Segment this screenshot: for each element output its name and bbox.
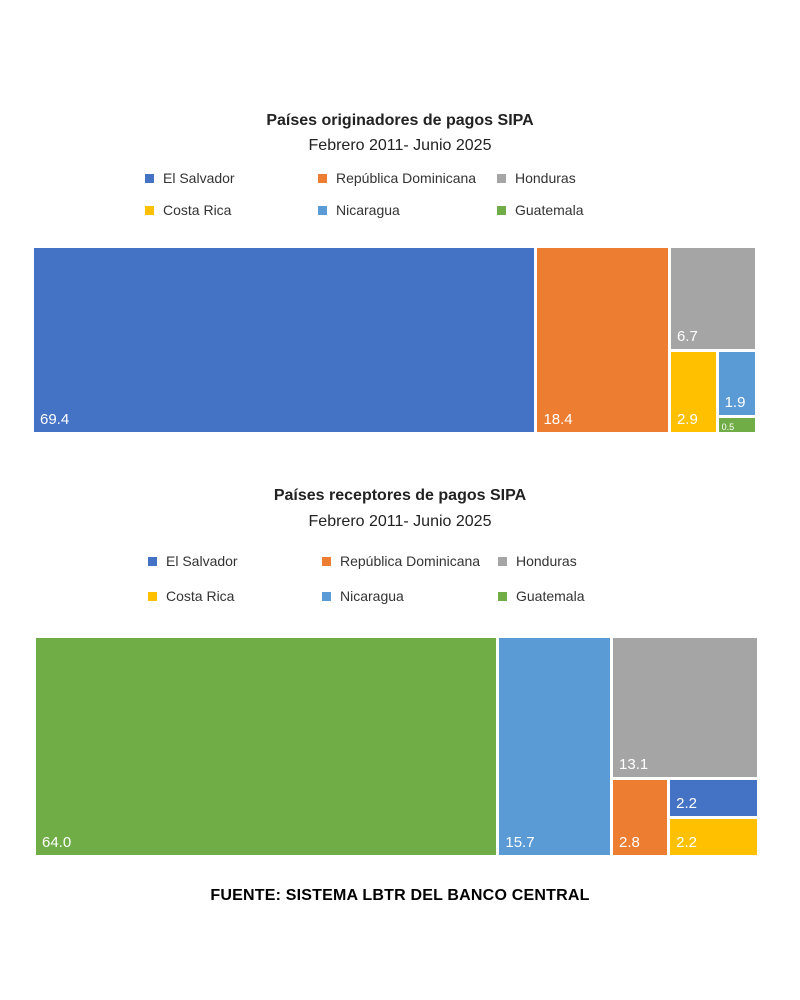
legend-swatch [322,556,331,566]
legend-label: Guatemala [515,202,584,218]
legend-label: República Dominicana [336,170,477,186]
data-label: 2.2 [676,833,698,851]
treemap-tile-nicaragua: 15.7 [499,638,611,855]
legend-label: Costa Rica [163,202,232,218]
legend-item-el-salvador: El Salvador [145,170,235,186]
legend-item-guatemala: Guatemala [497,202,583,218]
chart-subtitle: Febrero 2011- Junio 2025 [308,513,492,530]
chart-originadores: Países originadores de pagos SIPA Febrer… [0,100,800,445]
legend-swatch [322,591,331,601]
treemap-tile-guatemala: 0.5 [718,417,755,432]
legend-label: Nicaragua [336,202,400,218]
legend-item-costa-rica: Costa Rica [148,588,234,604]
legend-swatch [318,173,327,183]
treemap-tile-honduras: 6.7 [670,248,755,350]
legend-item-nicaragua: Nicaragua [322,588,404,604]
legend-label: República Dominicana [340,553,481,569]
data-label: 2.2 [676,794,698,812]
legend-item-republica-dominicana: República Dominicana [322,553,480,569]
legend-label: Nicaragua [340,588,404,604]
treemap-tile-republica-dominicana: 2.8 [613,779,668,855]
legend-label: Honduras [516,553,577,569]
legend-swatch [148,556,157,566]
legend-item-costa-rica: Costa Rica [145,202,231,218]
legend-item-honduras: Honduras [497,170,576,186]
legend-item-republica-dominicana: República Dominicana [318,170,476,186]
treemap-tile-el-salvador: 2.2 [670,779,757,816]
data-label: 18.4 [543,411,573,428]
legend-swatch [318,205,327,215]
legend-swatch [497,173,506,183]
legend-item-guatemala: Guatemala [498,588,584,604]
legend-swatch [145,205,154,215]
data-label: 15.7 [505,834,535,851]
legend-swatch [148,591,157,601]
data-label: 64.0 [42,834,72,851]
legend-label: Costa Rica [166,588,235,604]
source-note: FUENTE: SISTEMA LBTR DEL BANCO CENTRAL [210,887,590,904]
legend-label: Honduras [515,170,576,186]
data-label: 1.9 [724,393,746,411]
legend-item-honduras: Honduras [498,553,577,569]
chart-subtitle: Febrero 2011- Junio 2025 [308,137,492,154]
legend-swatch [498,591,507,601]
data-label: 13.1 [619,755,649,773]
data-label: 2.9 [676,410,698,428]
treemap-tile-costa-rica: 2.2 [670,818,757,855]
legend-item-el-salvador: El Salvador [148,553,238,569]
legend-swatch [145,173,154,183]
data-label: 0.5 [721,421,735,432]
legend-label: Guatemala [516,588,585,604]
legend-item-nicaragua: Nicaragua [318,202,400,218]
chart-title: Países originadores de pagos SIPA [266,112,534,129]
treemap-tile-el-salvador: 69.4 [34,248,535,432]
chart-receptores: Países receptores de pagos SIPA Febrero … [0,480,800,865]
chart-title: Países receptores de pagos SIPA [273,487,527,504]
legend-swatch [497,205,506,215]
legend-swatch [498,556,507,566]
treemap-tile-nicaragua: 1.9 [718,352,755,415]
legend-label: El Salvador [166,553,238,569]
treemap-tile-costa-rica: 2.9 [670,352,716,432]
treemap-tile-guatemala: 64.0 [36,638,497,855]
data-label: 2.8 [619,833,640,851]
data-label: 69.4 [40,411,70,428]
data-label: 6.7 [676,328,698,346]
treemap-tile-republica-dominicana: 18.4 [537,248,668,432]
treemap-tile-honduras: 13.1 [613,638,757,777]
legend-label: El Salvador [163,170,235,186]
